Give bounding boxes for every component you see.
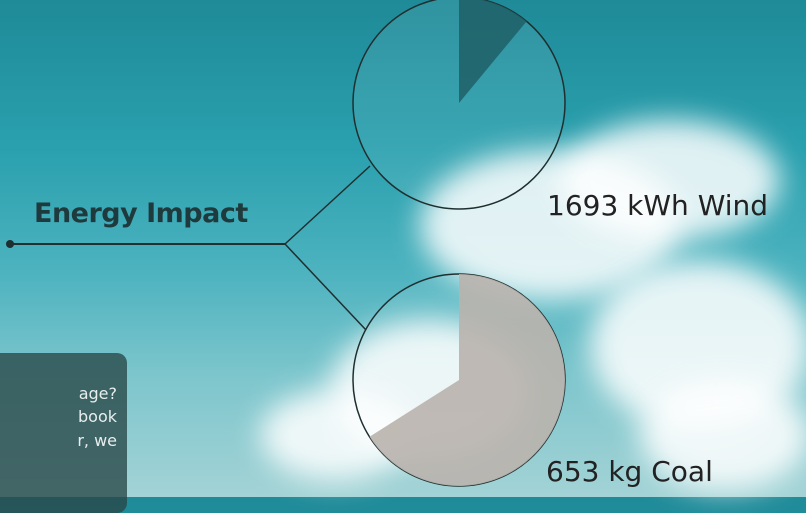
energy-impact-chart	[6, 0, 566, 487]
wind-pie-slice	[459, 0, 527, 103]
cloud-2	[560, 120, 780, 240]
wind-label: 1693 kWh Wind	[547, 189, 769, 222]
info-line: book	[78, 407, 117, 426]
chart-title: Energy Impact	[34, 198, 248, 229]
cloud-6	[640, 380, 806, 490]
connector-lines	[6, 165, 371, 331]
coal-pie-slice	[369, 274, 565, 486]
info-box: age? book r, we	[0, 353, 127, 513]
coal-label: 653 kg Coal	[546, 455, 713, 488]
info-line: r, we	[77, 431, 117, 450]
wind-pie	[352, 0, 566, 210]
connector-dot	[6, 240, 14, 248]
coal-pie	[352, 273, 566, 487]
info-line: age?	[78, 384, 117, 403]
wind-pie-outline	[352, 0, 566, 210]
